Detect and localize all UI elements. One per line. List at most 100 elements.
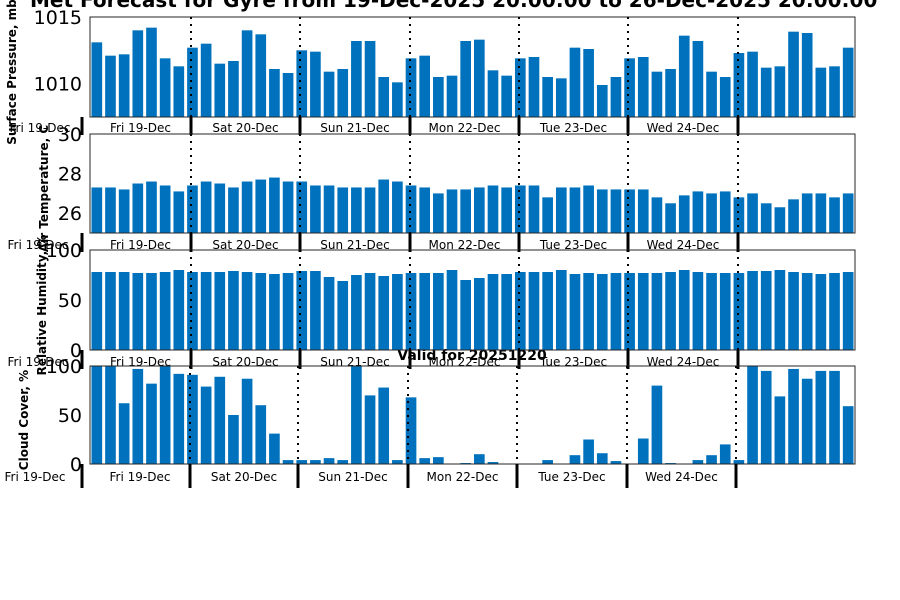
- bar: [706, 71, 717, 117]
- bar: [788, 272, 799, 350]
- bar: [665, 69, 676, 117]
- bar: [228, 415, 239, 464]
- bar: [105, 366, 116, 464]
- x-day-label: Tue 23-Dec: [539, 238, 607, 252]
- bar: [323, 185, 335, 233]
- bar: [651, 273, 663, 350]
- bar: [405, 58, 417, 117]
- x-day-label: Fri 19-Dec: [110, 470, 171, 484]
- y-tick-label: 0: [70, 454, 82, 476]
- bar: [132, 183, 144, 233]
- bar: [842, 193, 854, 233]
- bar: [624, 189, 635, 233]
- bar: [815, 370, 827, 464]
- bar: [801, 33, 813, 117]
- bar: [310, 271, 321, 350]
- bar: [719, 77, 731, 117]
- bar: [637, 57, 649, 117]
- bar: [392, 274, 403, 350]
- y-axis-label: Relative Humidity, %: [35, 235, 49, 376]
- x-day-label: Sun 21-Dec: [320, 238, 389, 252]
- bar: [296, 181, 308, 233]
- bar: [610, 273, 622, 350]
- bar: [364, 41, 376, 117]
- bar: [228, 187, 239, 233]
- bar: [788, 368, 799, 464]
- bar: [801, 378, 813, 464]
- bar: [419, 458, 431, 464]
- bar: [624, 273, 635, 350]
- x-start-label: Fri 19-Dec: [10, 121, 71, 135]
- bar: [678, 35, 690, 117]
- bar: [733, 197, 745, 233]
- bar: [637, 189, 649, 233]
- bar: [351, 275, 362, 350]
- bar: [706, 193, 717, 233]
- plot-frame: [89, 249, 856, 351]
- bar: [351, 187, 362, 233]
- bar: [364, 395, 376, 464]
- bar: [487, 70, 499, 117]
- bar: [774, 270, 786, 350]
- bar: [569, 274, 581, 350]
- bar: [829, 197, 840, 233]
- bar: [842, 272, 854, 350]
- x-day-label: Fri 19-Dec: [110, 121, 171, 135]
- bar: [419, 273, 431, 350]
- bar: [378, 276, 390, 350]
- bar: [624, 58, 635, 117]
- y-tick-label: 50: [58, 290, 82, 312]
- bar: [706, 455, 717, 464]
- bar: [187, 272, 198, 350]
- x-start-label: Fri 19-Dec: [8, 238, 69, 252]
- bar: [583, 185, 594, 233]
- y-tick-label: 26: [58, 203, 82, 225]
- bar: [460, 189, 471, 233]
- bar: [542, 272, 553, 350]
- bar: [405, 397, 417, 464]
- bar: [637, 438, 649, 464]
- bar: [501, 187, 512, 233]
- bar: [747, 366, 758, 464]
- bar: [146, 273, 157, 350]
- x-day-label: Wed 24-Dec: [647, 121, 720, 135]
- y-tick-label: 50: [58, 405, 82, 427]
- x-start-label: Fri 19-Dec: [8, 355, 69, 369]
- bar: [596, 189, 608, 233]
- bar: [829, 66, 840, 117]
- bar: [760, 203, 772, 233]
- bar: [774, 396, 786, 464]
- bar: [583, 439, 594, 464]
- bar: [569, 47, 581, 117]
- bar: [118, 403, 130, 464]
- bar: [815, 274, 827, 350]
- bar: [474, 187, 485, 233]
- bar: [829, 273, 840, 350]
- bar: [788, 199, 799, 233]
- plot-frame: [89, 133, 856, 234]
- bar: [610, 461, 622, 464]
- bar: [542, 460, 553, 464]
- bar: [760, 67, 772, 117]
- bar: [555, 187, 567, 233]
- y-tick-label: 1015: [34, 7, 82, 29]
- bar: [678, 195, 690, 233]
- bar: [514, 58, 526, 117]
- bar: [487, 274, 499, 350]
- x-day-label: Fri 19-Dec: [110, 238, 171, 252]
- bar: [282, 460, 294, 464]
- bar: [842, 47, 854, 117]
- bar: [474, 454, 485, 464]
- bar: [364, 273, 376, 350]
- bar: [200, 43, 212, 117]
- bar: [747, 193, 758, 233]
- bar: [146, 383, 157, 464]
- figure-subtitle: Valid for 20251220: [397, 348, 547, 364]
- bar: [747, 271, 758, 350]
- bar: [678, 270, 690, 350]
- y-axis-label: Air Temperature, C: [37, 125, 51, 253]
- bar: [665, 203, 676, 233]
- bar: [105, 187, 116, 233]
